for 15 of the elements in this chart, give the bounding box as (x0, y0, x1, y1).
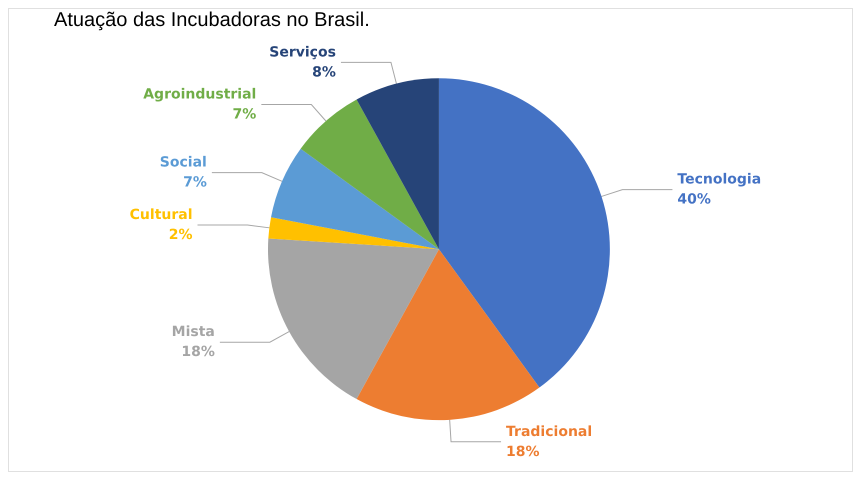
data-label: 18% (506, 444, 540, 460)
data-label: 7% (232, 106, 256, 123)
slice-label: Social (160, 154, 207, 171)
slice-label: Mista (172, 324, 215, 340)
slice-label: Tradicional (506, 424, 592, 440)
chart-title: Atuação das Incubadoras no Brasil. (54, 9, 370, 31)
slice-label: Tecnologia (677, 172, 762, 188)
data-label: 8% (312, 64, 336, 80)
slice-label: Agroindustrial (143, 86, 256, 103)
data-label: 7% (183, 174, 207, 191)
slice-label: Serviços (269, 44, 336, 60)
data-label: 40% (677, 192, 711, 208)
slice-label: Cultural (130, 207, 193, 224)
data-label: 18% (181, 344, 215, 360)
data-label: 2% (168, 227, 193, 244)
